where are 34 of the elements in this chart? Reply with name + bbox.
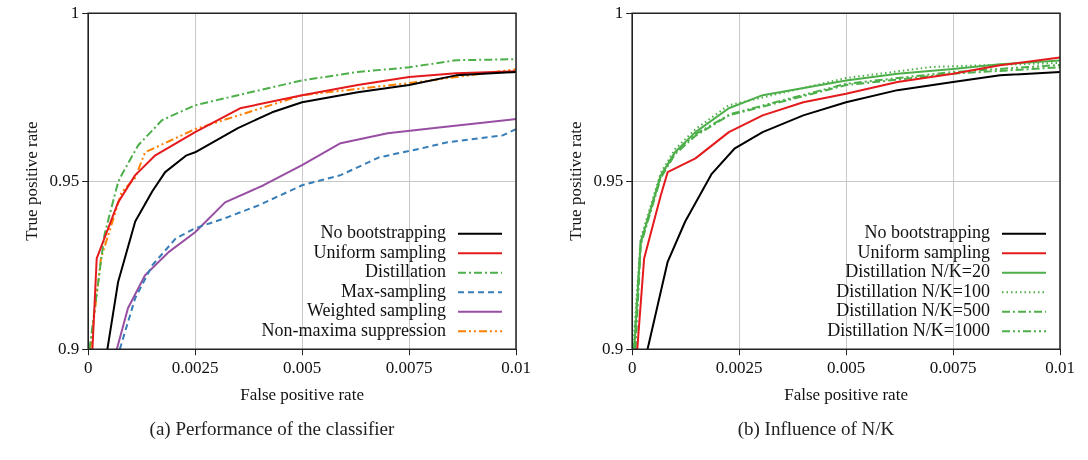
legend-label: Distillation N/K=500 (836, 300, 990, 321)
y-tick-label: 0.95 (593, 170, 624, 190)
legend-label: Distillation N/K=100 (836, 280, 990, 301)
legend-label: Uniform sampling (857, 241, 990, 262)
text: (b) Influence of N/K (736, 418, 896, 440)
legend-label: Uniform sampling (313, 241, 446, 262)
x-tick-label: 0.01 (501, 357, 531, 377)
text: (a) Performance of the classifier (148, 418, 396, 440)
x-tick-label: 0.0075 (385, 357, 433, 377)
y-tick-label: 1 (70, 2, 80, 22)
x-tick-label: 0.005 (282, 357, 322, 377)
legend-label: Distillation N/K=20 (845, 261, 990, 282)
x-axis-title: False positive rate (240, 385, 364, 405)
legend-label: No bootstrapping (320, 222, 446, 243)
x-tick-label: 0.0025 (715, 357, 763, 377)
legend-label: Distillation N/K=1000 (827, 319, 990, 340)
y-axis-title: True positive rate (21, 121, 41, 241)
y-tick-label: 0.9 (601, 338, 624, 358)
x-tick-label: 0.01 (1045, 357, 1075, 377)
y-tick-label: 0.9 (57, 338, 80, 358)
y-tick-label: 1 (614, 2, 624, 22)
x-tick-label: 0 (627, 357, 637, 377)
legend-label: Weighted sampling (306, 300, 446, 321)
x-axis-title: False positive rate (784, 385, 908, 405)
x-tick-label: 0.005 (826, 357, 866, 377)
legend-label: Distillation (365, 261, 446, 282)
legend-label: Non-maxima suppression (261, 319, 446, 340)
y-tick-label: 0.95 (49, 170, 80, 190)
legend-label: Max-sampling (341, 280, 446, 301)
legend-label: No bootstrapping (864, 222, 990, 243)
x-tick-label: 0.0025 (171, 357, 219, 377)
y-axis-title: True positive rate (565, 121, 585, 241)
x-tick-label: 0 (83, 357, 93, 377)
x-tick-label: 0.0075 (929, 357, 977, 377)
